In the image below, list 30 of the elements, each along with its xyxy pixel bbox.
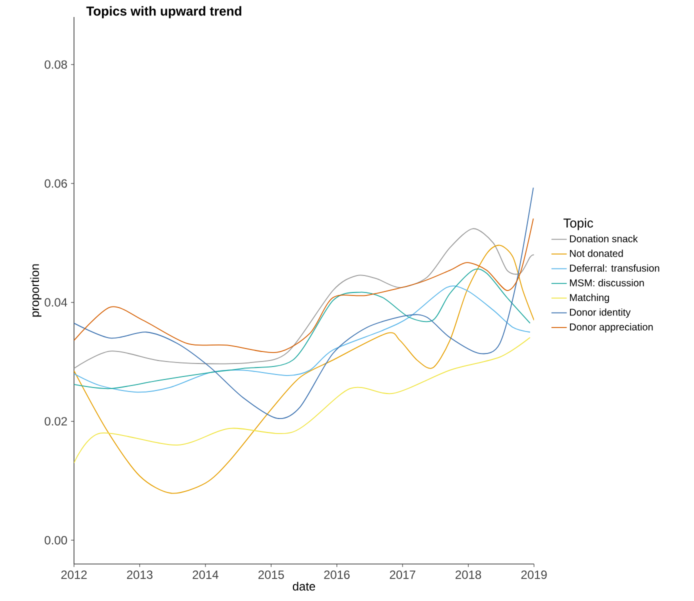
y-tick-label: 0.02 xyxy=(44,417,67,426)
y-tick-label: 0.08 xyxy=(44,60,67,69)
x-tick-label: 2017 xyxy=(390,570,416,579)
line-series xyxy=(74,228,534,369)
chart-title: Topics with upward trend xyxy=(86,6,242,18)
line-series xyxy=(74,244,534,494)
x-tick-label: 2014 xyxy=(192,570,218,579)
y-tick-label: 0.04 xyxy=(44,298,68,307)
legend-label: MSM: discussion xyxy=(570,279,644,286)
line-series xyxy=(74,337,531,464)
legend-label: Matching xyxy=(570,294,609,304)
x-tick-label: 2019 xyxy=(521,570,547,579)
x-tick-label: 2015 xyxy=(258,570,284,579)
line-series xyxy=(74,268,531,390)
y-tick-label: 0.00 xyxy=(44,536,68,544)
x-tick-label: 2012 xyxy=(61,570,87,579)
x-tick-label: 2018 xyxy=(456,570,482,579)
legend-label: Deferral: transfusion xyxy=(570,264,660,272)
legend-label: Donor identity xyxy=(570,308,631,318)
legend-label: Not donated xyxy=(570,250,623,257)
x-tick-label: 2016 xyxy=(324,570,350,579)
x-tick-label: 2013 xyxy=(127,570,152,579)
legend-title: Topic xyxy=(563,218,594,230)
x-axis-title: date xyxy=(292,582,316,591)
line-series xyxy=(74,187,534,419)
y-tick-label: 0.06 xyxy=(44,179,67,188)
line-series xyxy=(74,218,534,353)
legend-label: Donor appreciation xyxy=(570,323,653,332)
y-axis-title: proportion xyxy=(30,264,42,317)
legend-label: Donation snack xyxy=(570,234,638,242)
